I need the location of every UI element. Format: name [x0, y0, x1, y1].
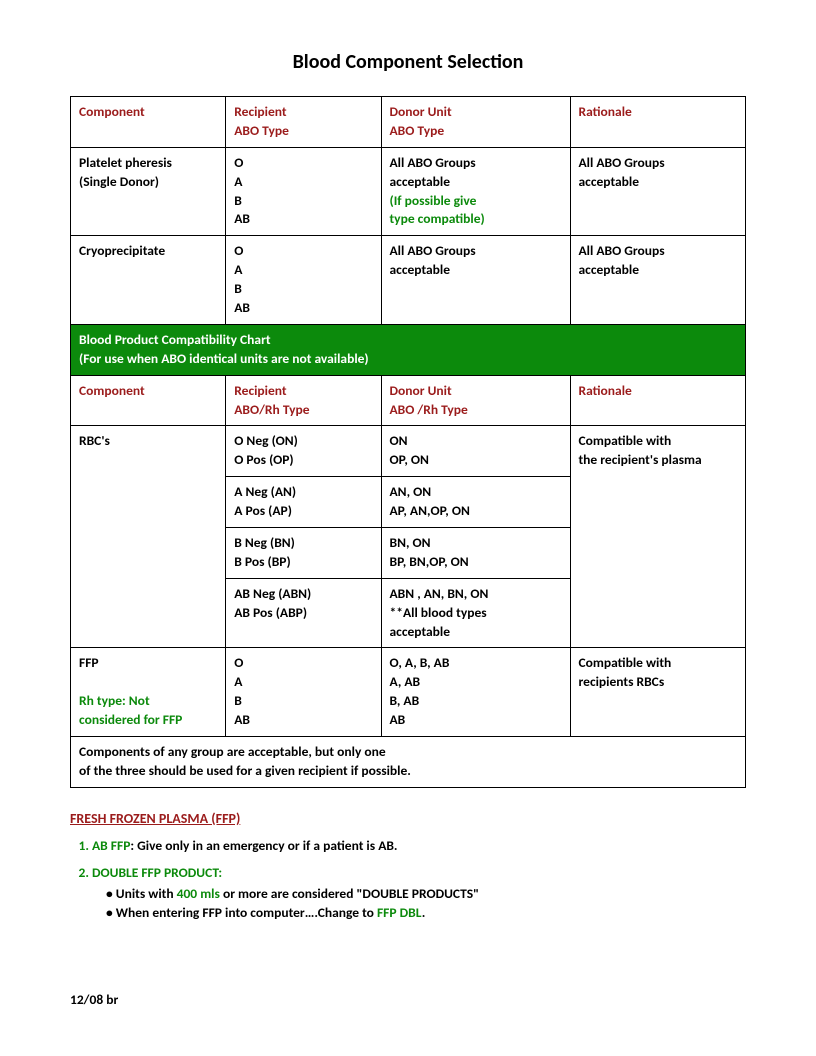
- cell-platelet-comp: Platelet pheresis (Single Donor): [71, 147, 226, 236]
- green-band: Blood Product Compatibility Chart (For u…: [71, 324, 746, 375]
- band-l2: (For use when ABO identical units are no…: [79, 350, 369, 367]
- fr-l2: recipients RBCs: [579, 673, 665, 690]
- th-donor-l2: ABO Type: [390, 122, 445, 139]
- cell-cryo-comp: Cryoprecipitate: [71, 236, 226, 325]
- section-ffp-heading: FRESH FROZEN PLASMA (FFP): [70, 810, 746, 827]
- th-donor-l1: Donor Unit: [390, 103, 452, 120]
- th2-r-l1: Recipient: [234, 382, 286, 399]
- ffp-n1: Rh type: Not: [79, 692, 150, 709]
- cell-ffp-comp: FFP Rh type: Not considered for FFP: [71, 648, 226, 737]
- ffp-notes-list: AB FFP: Give only in an emergency or if …: [70, 837, 746, 921]
- row-platelet: Platelet pheresis (Single Donor) O A B A…: [71, 147, 746, 236]
- ffp-n2: considered for FFP: [79, 711, 182, 728]
- cell-rbc-comp: RBC's: [71, 426, 226, 648]
- th2-d-l2: ABO /Rh Type: [390, 401, 468, 418]
- note1-label: AB FFP: [92, 837, 130, 854]
- th2-r-l2: ABO/Rh Type: [234, 401, 309, 418]
- fr-l1: Compatible with: [579, 654, 672, 671]
- note2-sublist: • Units with 400 mls or more are conside…: [106, 885, 746, 921]
- header-row-1: Component Recipient ABO Type Donor Unit …: [71, 97, 746, 148]
- th2-recipient: Recipient ABO/Rh Type: [226, 375, 381, 426]
- header-row-2: Component Recipient ABO/Rh Type Donor Un…: [71, 375, 746, 426]
- n2b2a: • When entering FFP into computer….Chang…: [106, 904, 377, 921]
- cell-rbc3-donor: BN, ON BP, BN,OP, ON: [381, 528, 570, 579]
- row-ffp: FFP Rh type: Not considered for FFP O A …: [71, 648, 746, 737]
- pr-l2: acceptable: [579, 173, 640, 190]
- th-donor: Donor Unit ABO Type: [381, 97, 570, 148]
- th-recipient-l2: ABO Type: [234, 122, 289, 139]
- row-rbc-1: RBC's O Neg (ON) O Pos (OP) ON OP, ON Co…: [71, 426, 746, 477]
- cell-cryo-recip: O A B AB: [226, 236, 381, 325]
- th-rationale: Rationale: [570, 97, 746, 148]
- row-green-band: Blood Product Compatibility Chart (For u…: [71, 324, 746, 375]
- note2-bullet-1: • Units with 400 mls or more are conside…: [106, 885, 746, 902]
- th2-d-l1: Donor Unit: [390, 382, 452, 399]
- cell-rbc4-donor: ABN , AN, BN, ON **All blood types accep…: [381, 578, 570, 648]
- cr-l2: acceptable: [579, 261, 640, 278]
- cell-rbc1-recip: O Neg (ON) O Pos (OP): [226, 426, 381, 477]
- row-cryo: Cryoprecipitate O A B AB All ABO Groups …: [71, 236, 746, 325]
- cell-ffp-rat: Compatible with recipients RBCs: [570, 648, 746, 737]
- cell-ffp-recip: O A B AB: [226, 648, 381, 737]
- platelet-l1: Platelet pheresis: [79, 154, 172, 171]
- th-recipient: Recipient ABO Type: [226, 97, 381, 148]
- n2b2g: FFP DBL: [377, 904, 422, 921]
- row-footnote: Components of any group are acceptable, …: [71, 737, 746, 788]
- cd-l1: All ABO Groups: [390, 242, 476, 259]
- th2-component: Component: [71, 375, 226, 426]
- th2-rationale: Rationale: [570, 375, 746, 426]
- n2b1g: 400 mls: [177, 885, 220, 902]
- note2-bullet-2: • When entering FFP into computer….Chang…: [106, 904, 746, 921]
- cell-footnote: Components of any group are acceptable, …: [71, 737, 746, 788]
- cell-rbc2-donor: AN, ON AP, AN,OP, ON: [381, 477, 570, 528]
- cell-cryo-rat: All ABO Groups acceptable: [570, 236, 746, 325]
- rr-l1: Compatible with: [579, 432, 672, 449]
- band-l1: Blood Product Compatibility Chart: [79, 331, 271, 348]
- n2b1b: or more are considered "DOUBLE PRODUCTS": [220, 885, 479, 902]
- compatibility-table: Component Recipient ABO Type Donor Unit …: [70, 96, 746, 788]
- n2b1a: • Units with: [106, 885, 177, 902]
- cell-rbc4-recip: AB Neg (ABN) AB Pos (ABP): [226, 578, 381, 648]
- n2b2b: .: [422, 904, 426, 921]
- rr-l2: the recipient's plasma: [579, 451, 702, 468]
- cell-platelet-donor: All ABO Groups acceptable (If possible g…: [381, 147, 570, 236]
- note-1: AB FFP: Give only in an emergency or if …: [92, 837, 746, 854]
- th-component: Component: [71, 97, 226, 148]
- fn-l1: Components of any group are acceptable, …: [79, 743, 386, 760]
- page-title: Blood Component Selection: [70, 50, 746, 74]
- cell-rbc3-recip: B Neg (BN) B Pos (BP): [226, 528, 381, 579]
- th2-donor: Donor Unit ABO /Rh Type: [381, 375, 570, 426]
- cd-l2: acceptable: [390, 261, 451, 278]
- pd-n2: type compatible): [390, 210, 485, 227]
- cell-platelet-recip: O A B AB: [226, 147, 381, 236]
- pd-l2: acceptable: [390, 173, 451, 190]
- cell-rbc1-donor: ON OP, ON: [381, 426, 570, 477]
- cell-platelet-rat: All ABO Groups acceptable: [570, 147, 746, 236]
- page-footer: 12/08 br: [70, 991, 118, 1008]
- cell-cryo-donor: All ABO Groups acceptable: [381, 236, 570, 325]
- pd-l1: All ABO Groups: [390, 154, 476, 171]
- pd-n1: (If possible give: [390, 192, 477, 209]
- cell-ffp-donor: O, A, B, AB A, AB B, AB AB: [381, 648, 570, 737]
- note-2: DOUBLE FFP PRODUCT: • Units with 400 mls…: [92, 864, 746, 921]
- note2-label: DOUBLE FFP PRODUCT:: [92, 864, 222, 881]
- cr-l1: All ABO Groups: [579, 242, 665, 259]
- th-recipient-l1: Recipient: [234, 103, 286, 120]
- ffp-comp: FFP: [79, 654, 99, 671]
- pr-l1: All ABO Groups: [579, 154, 665, 171]
- fn-l2: of the three should be used for a given …: [79, 762, 411, 779]
- cell-rbc-rat: Compatible with the recipient's plasma: [570, 426, 746, 648]
- note1-text: : Give only in an emergency or if a pati…: [130, 837, 397, 854]
- platelet-l2: (Single Donor): [79, 173, 159, 190]
- cell-rbc2-recip: A Neg (AN) A Pos (AP): [226, 477, 381, 528]
